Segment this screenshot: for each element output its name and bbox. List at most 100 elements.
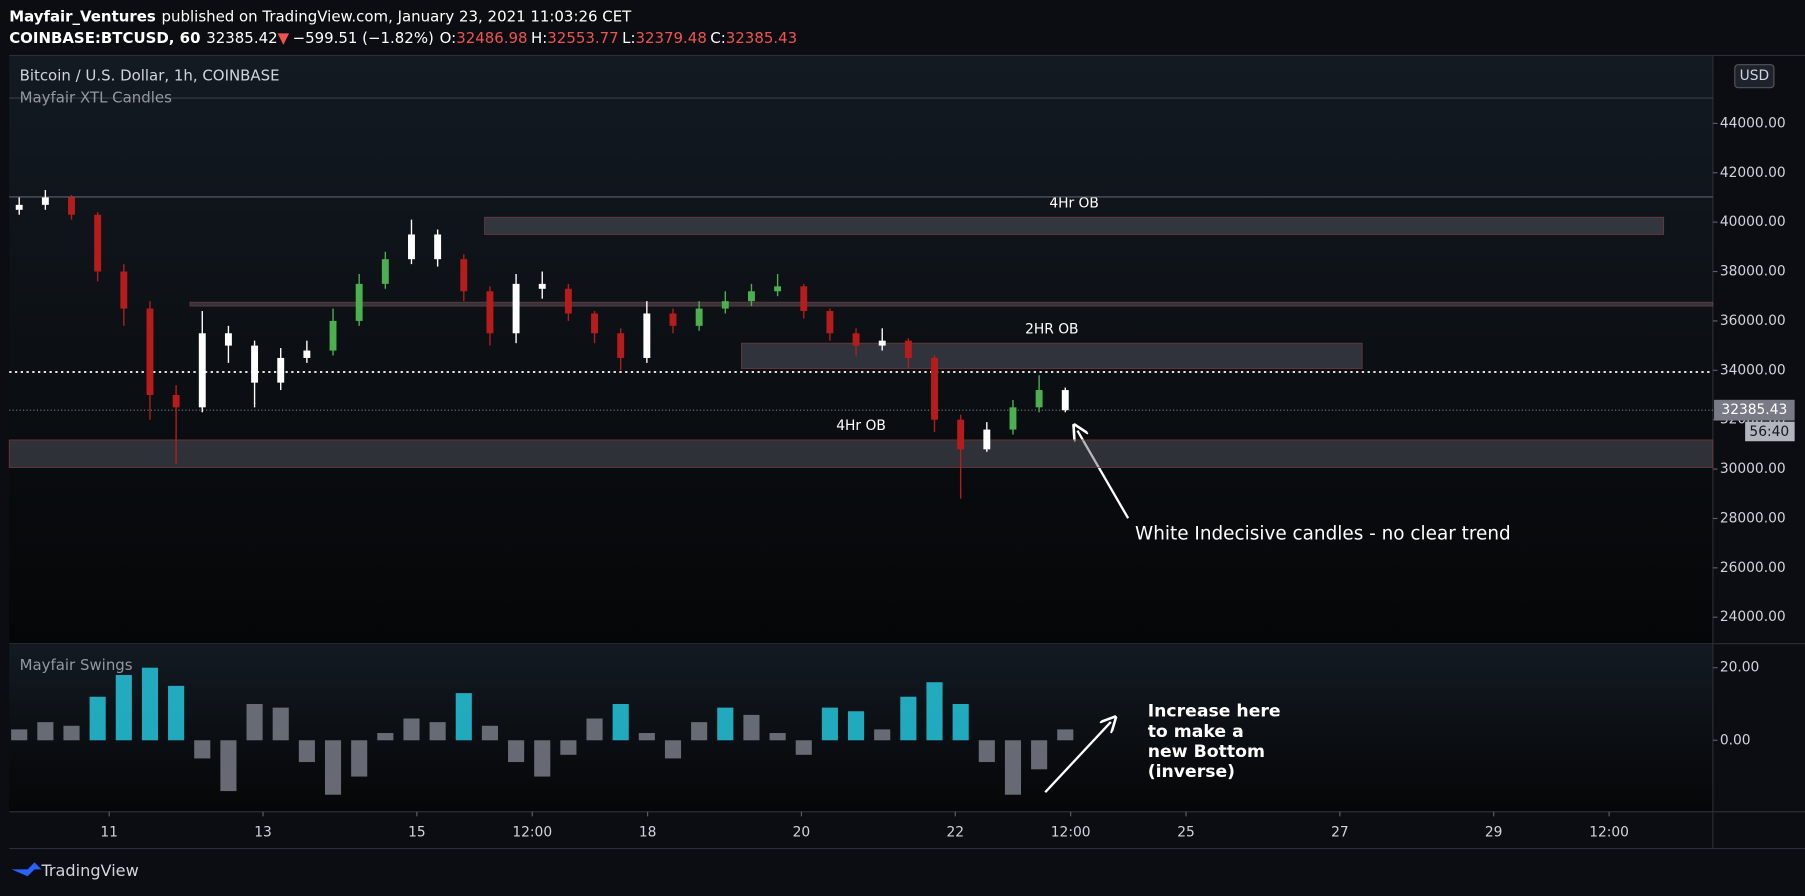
annotation: new Bottom — [1148, 742, 1265, 762]
swing-bar — [821, 707, 838, 741]
l-label: L: — [622, 29, 635, 47]
swing-bar — [1004, 740, 1022, 795]
o-label: O: — [440, 29, 457, 47]
change: −599.51 (−1.82%) — [293, 29, 434, 47]
annotation: (inverse) — [1148, 762, 1235, 782]
candle-body — [695, 308, 703, 326]
countdown: 56:40 — [1749, 424, 1789, 440]
swing-bar — [429, 722, 446, 741]
swing-bar — [168, 685, 185, 741]
swing-bar — [874, 729, 891, 741]
candle-body — [303, 350, 311, 358]
candle-body — [591, 313, 598, 334]
pane-title: Bitcoin / U.S. Dollar, 1h, COINBASE — [20, 67, 280, 85]
candle-body — [512, 283, 520, 334]
h: 32553.77 — [547, 29, 618, 47]
price-tag — [1714, 399, 1795, 421]
swing-bar — [403, 718, 420, 741]
swing-bar — [324, 740, 342, 795]
y-tick-label: 30000.00 — [1720, 461, 1786, 477]
swing-bar — [952, 703, 969, 741]
c-label: C: — [710, 29, 725, 47]
candle-body — [381, 259, 389, 284]
candle-body — [800, 286, 808, 312]
x-tick-label: 22 — [947, 824, 965, 840]
x-tick-label: 13 — [254, 824, 272, 840]
swing-bar — [978, 740, 995, 763]
swing-bar — [115, 674, 132, 741]
swing-bar — [534, 740, 551, 777]
price-tag-label: 32385.43 — [1721, 402, 1787, 418]
x-tick-label: 27 — [1331, 824, 1349, 840]
candle-body — [1061, 390, 1069, 411]
countdown-tag — [1745, 421, 1795, 442]
candle-body — [41, 197, 49, 205]
candle-body — [617, 333, 625, 358]
candle-body — [747, 291, 755, 302]
swing-bar — [691, 722, 708, 741]
swing-bar — [926, 682, 943, 741]
annotation: White Indecisive candles - no clear tren… — [1135, 523, 1511, 544]
h-label: H: — [531, 29, 547, 47]
y-tick-label: 0.00 — [1720, 732, 1751, 748]
swing-bar — [586, 718, 603, 741]
y-tick-label: 24000.00 — [1720, 609, 1786, 625]
candle-body — [564, 288, 572, 314]
candle-body — [277, 357, 285, 383]
y-tick-label: 34000.00 — [1720, 362, 1786, 378]
x-tick-label: 20 — [793, 824, 811, 840]
y-tick-label: 26000.00 — [1720, 560, 1786, 576]
y-tick-label: 42000.00 — [1720, 165, 1786, 181]
swing-bar — [638, 733, 655, 741]
swing-bar — [351, 740, 368, 777]
arrow: ▼ — [278, 29, 290, 47]
y-tick-label: 44000.00 — [1720, 115, 1786, 131]
oscillator-title: Mayfair Swings — [20, 656, 133, 674]
swing-bar — [246, 703, 263, 741]
candle-body — [1035, 390, 1043, 408]
swing-bar — [743, 714, 760, 741]
swing-bar — [141, 667, 159, 741]
candle-body — [721, 301, 729, 309]
y-tick-label: 38000.00 — [1720, 264, 1786, 280]
candle-body — [251, 345, 259, 383]
candle-body — [460, 259, 468, 292]
candle-body — [852, 333, 860, 346]
o: 32486.98 — [456, 29, 527, 47]
indicator-title: Mayfair XTL Candles — [20, 89, 173, 107]
x-tick-label: 15 — [408, 824, 426, 840]
last: 32385.42 — [206, 29, 277, 47]
currency[interactable]: USD — [1740, 68, 1769, 84]
swing-bar — [508, 740, 525, 763]
x-tick-label: 25 — [1177, 824, 1195, 840]
order-block-label: 4Hr OB — [1049, 195, 1099, 211]
x-tick-label: 18 — [639, 824, 657, 840]
order-block — [8, 439, 1714, 468]
candle-body — [983, 429, 991, 450]
order-block-label: 2HR OB — [1025, 321, 1078, 337]
swing-bar — [298, 740, 315, 763]
currency-box[interactable] — [1734, 64, 1775, 89]
candle-body — [669, 313, 677, 326]
candle-body — [486, 291, 494, 334]
symbol: COINBASE:BTCUSD, 60 — [9, 29, 200, 47]
swing-bar — [612, 703, 629, 741]
candle-body — [774, 286, 782, 292]
y-tick-label: 36000.00 — [1720, 313, 1786, 329]
l: 32379.48 — [635, 29, 706, 47]
c: 32385.43 — [726, 29, 797, 47]
candle-body — [172, 394, 180, 408]
swing-bar — [63, 725, 80, 741]
order-block — [741, 342, 1363, 369]
order-block — [189, 301, 1714, 307]
swing-bar — [560, 740, 577, 755]
candle-body — [408, 234, 415, 260]
candle-body — [120, 271, 128, 309]
swing-bar — [664, 740, 682, 759]
swing-bar — [900, 696, 917, 741]
y-tick-label: 40000.00 — [1720, 214, 1786, 230]
y-tick-label: 28000.00 — [1720, 510, 1786, 526]
x-tick-label: 12:00 — [1051, 824, 1091, 840]
y-tick-label: 20.00 — [1720, 660, 1760, 676]
